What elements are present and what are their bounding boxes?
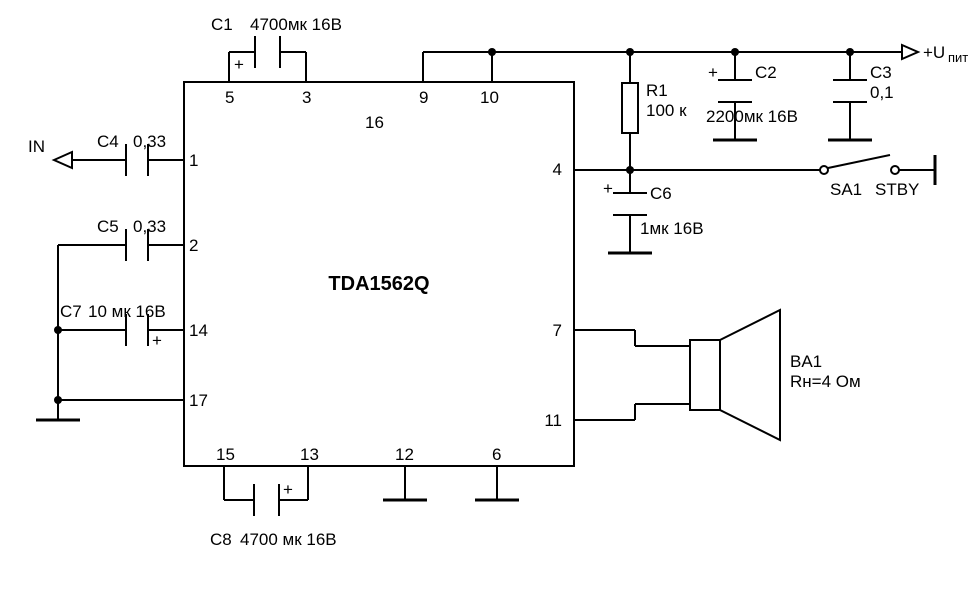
c7-ref: C7: [60, 302, 82, 321]
pin-12: 12: [395, 445, 414, 464]
c2-polarity: +: [708, 63, 718, 82]
pin-6: 6: [492, 445, 501, 464]
pin-4: 4: [553, 160, 562, 179]
c1-ref: C1: [211, 15, 233, 34]
c3-ref: C3: [870, 63, 892, 82]
c2-ref: C2: [755, 63, 777, 82]
pin-5: 5: [225, 88, 234, 107]
pin-11: 11: [544, 411, 562, 430]
pin-13: 13: [300, 445, 319, 464]
speaker-box: [690, 340, 720, 410]
pin-14: 14: [189, 321, 208, 340]
c8-val: 4700 мк 16В: [240, 530, 337, 549]
speaker-cone: [720, 310, 780, 440]
c1-polarity: +: [234, 55, 244, 74]
supply-label: +U: [923, 43, 945, 62]
c8-ref: C8: [210, 530, 232, 549]
c8-polarity: +: [283, 480, 293, 499]
in-label: IN: [28, 137, 45, 156]
c5-val: 0,33: [133, 217, 166, 236]
supply-sub: пит: [948, 50, 968, 65]
schematic-diagram: TDA1562Q 5 3 9 10 16 15 13 12 6 1 2 14 1…: [0, 0, 979, 598]
r1-val: 100 к: [646, 101, 687, 120]
ic-label: TDA1562Q: [328, 273, 429, 295]
ba1-val: Rн=4 Ом: [790, 372, 861, 391]
r1-body: [622, 83, 638, 133]
ba1-ref: BA1: [790, 352, 822, 371]
pin-15: 15: [216, 445, 235, 464]
supply-arrow: [902, 45, 918, 59]
c6-polarity: +: [603, 179, 613, 198]
c1-val: 4700мк 16В: [250, 15, 342, 34]
pin-2: 2: [189, 236, 198, 255]
sa1-val: STBY: [875, 180, 919, 199]
c7-val: 10 мк 16В: [88, 302, 166, 321]
pin-9: 9: [419, 88, 428, 107]
c4-val: 0,33: [133, 132, 166, 151]
sa1-ref: SA1: [830, 180, 862, 199]
pin-16: 16: [365, 113, 384, 132]
c5-ref: C5: [97, 217, 119, 236]
pin-7: 7: [553, 321, 562, 340]
pin-10: 10: [480, 88, 499, 107]
in-arrow: [54, 152, 72, 168]
pin-1: 1: [189, 151, 198, 170]
c6-val: 1мк 16В: [640, 219, 704, 238]
c6-ref: C6: [650, 184, 672, 203]
c4-ref: C4: [97, 132, 119, 151]
pin-3: 3: [302, 88, 311, 107]
c2-val: 2200мк 16В: [706, 107, 798, 126]
pin-17: 17: [189, 391, 208, 410]
c3-val: 0,1: [870, 83, 894, 102]
c7-polarity: +: [152, 331, 162, 350]
r1-ref: R1: [646, 81, 668, 100]
